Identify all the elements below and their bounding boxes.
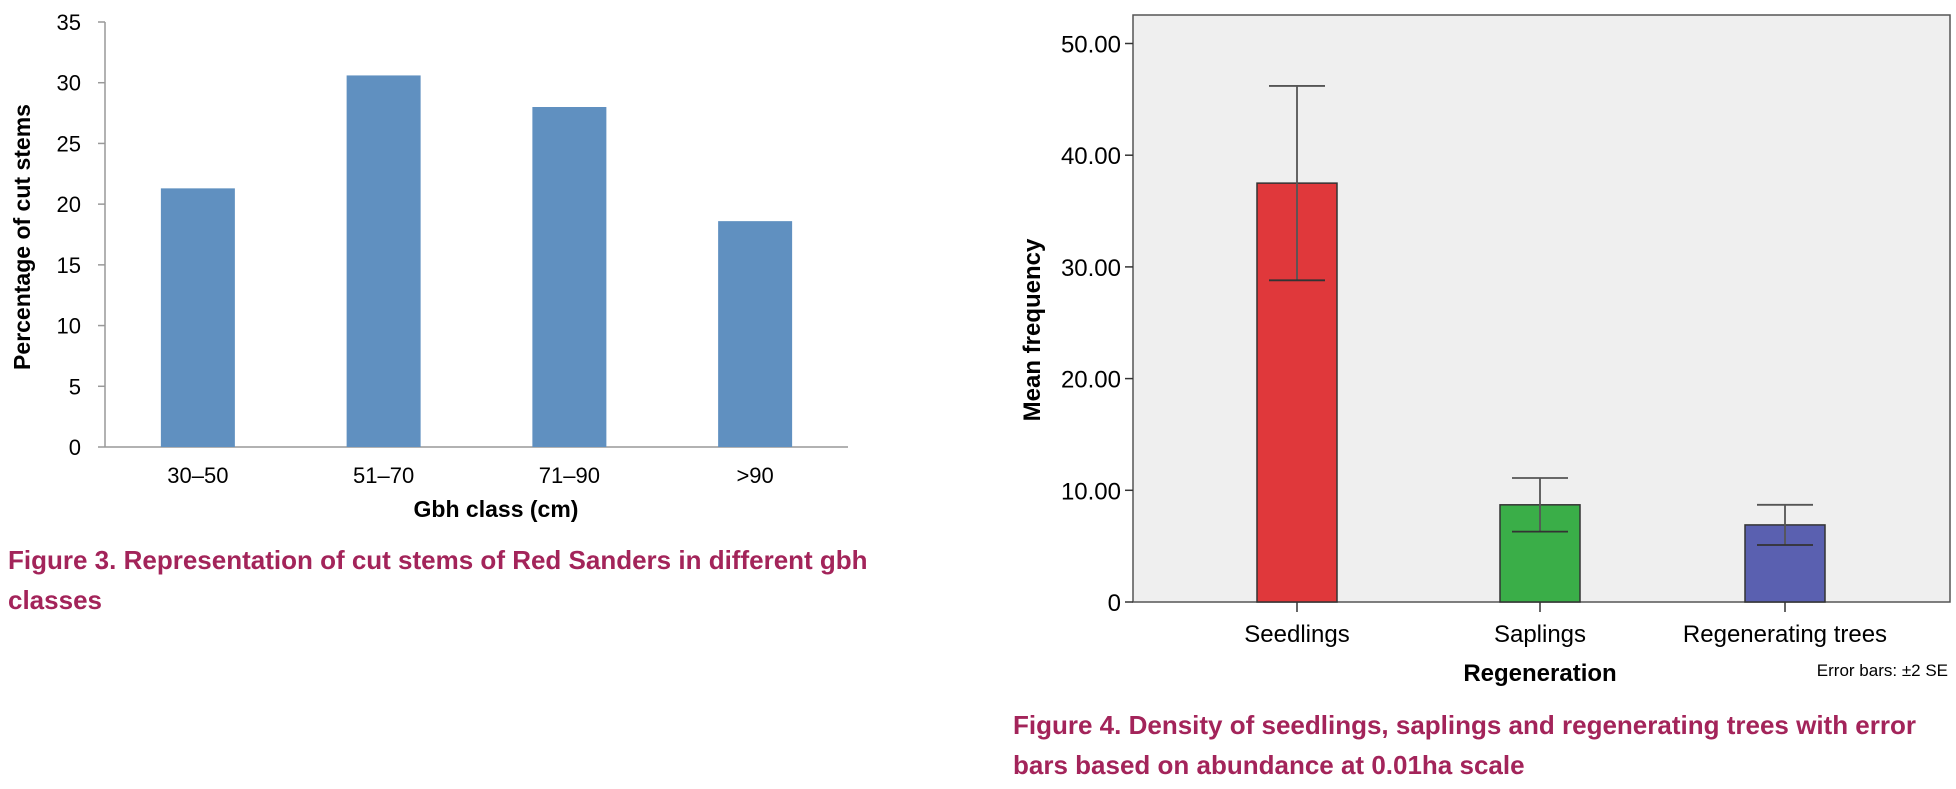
regeneration-chart: 0 10.00 20.00 30.00 40.00 50.00 Seedlings Sapli… [1019, 14, 1951, 687]
chart1-bar [532, 107, 607, 447]
chart2-y-tick-label: 30.00 [1061, 255, 1121, 282]
chart1-x-tick-label: 51–70 [353, 463, 414, 488]
chart1-x-tick-label: 71–90 [539, 463, 600, 488]
chart1-y-tick-label: 5 [69, 374, 81, 399]
chart2-x-tick-label: Seedlings [1244, 621, 1349, 648]
chart1-y-tick-label: 10 [57, 314, 81, 339]
chart2-y-tick-label: 40.00 [1061, 143, 1121, 170]
chart2-error-bars [1269, 85, 1813, 546]
chart1-ticks: 0 5 10 15 20 25 30 35 30–50 51–70 71–90 >90 [57, 10, 774, 488]
chart1-bars [160, 75, 793, 447]
chart2-bars [1256, 182, 1826, 603]
figure-3-caption: Figure 3. Representation of cut stems of… [8, 545, 868, 615]
error-bars-note: Error bars: ±2 SE [1817, 661, 1948, 680]
chart2-y-tick-label: 50.00 [1061, 32, 1121, 59]
chart1-y-tick-label: 20 [57, 192, 81, 217]
chart1-x-tick-label: 30–50 [167, 463, 228, 488]
chart2-y-tick-label: 10.00 [1061, 478, 1121, 505]
chart1-x-tick-label: >90 [736, 463, 773, 488]
chart2-y-tick-label: 20.00 [1061, 367, 1121, 394]
chart1-y-tick-label: 15 [57, 253, 81, 278]
chart2-x-tick-label: Saplings [1494, 621, 1586, 648]
chart1-y-tick-label: 35 [57, 10, 81, 35]
chart1-bar [718, 221, 793, 447]
chart1-xlabel: Gbh class (cm) [414, 496, 579, 522]
chart1-bar [160, 188, 235, 447]
chart1-y-tick-label: 25 [57, 131, 81, 156]
chart2-ylabel: Mean frequency [1019, 238, 1046, 421]
chart2-axes [1125, 42, 1786, 612]
cut-stems-chart: 0 5 10 15 20 25 30 35 30–50 51–70 71–90 >90 Gbh cla… [9, 10, 848, 522]
chart2-xlabel: Regeneration [1463, 660, 1616, 687]
chart2-ticks: 0 10.00 20.00 30.00 40.00 50.00 Seedlings Sapli… [1061, 32, 1887, 649]
chart2-y-tick-label: 0 [1108, 590, 1121, 617]
figure-4-caption: Figure 4. Density of seedlings, saplings… [1013, 710, 1917, 780]
chart1-y-tick-label: 0 [69, 435, 81, 460]
chart1-y-tick-label: 30 [57, 71, 81, 96]
chart1-bar [346, 75, 421, 447]
chart1-ylabel: Percentage of cut stems [9, 104, 35, 370]
chart2-x-tick-label: Regenerating trees [1683, 621, 1887, 648]
